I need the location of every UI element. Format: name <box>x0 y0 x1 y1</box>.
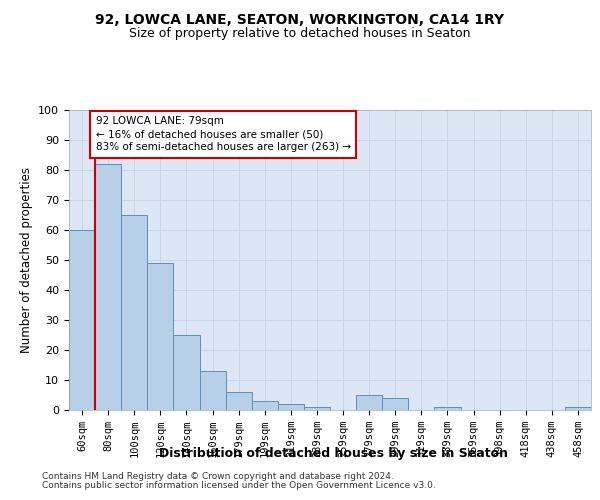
Bar <box>278 404 304 410</box>
Text: Distribution of detached houses by size in Seaton: Distribution of detached houses by size … <box>158 448 508 460</box>
Bar <box>565 407 591 410</box>
Bar <box>148 263 173 410</box>
Text: 92 LOWCA LANE: 79sqm
← 16% of detached houses are smaller (50)
83% of semi-detac: 92 LOWCA LANE: 79sqm ← 16% of detached h… <box>95 116 351 152</box>
Bar <box>304 407 330 410</box>
Bar <box>173 335 199 410</box>
Bar <box>252 401 278 410</box>
Bar <box>226 392 252 410</box>
Bar <box>69 230 95 410</box>
Bar <box>199 371 226 410</box>
Bar <box>382 398 409 410</box>
Bar <box>356 395 382 410</box>
Text: Contains HM Land Registry data © Crown copyright and database right 2024.: Contains HM Land Registry data © Crown c… <box>42 472 394 481</box>
Bar <box>95 164 121 410</box>
Bar <box>434 407 461 410</box>
Y-axis label: Number of detached properties: Number of detached properties <box>20 167 33 353</box>
Text: Contains public sector information licensed under the Open Government Licence v3: Contains public sector information licen… <box>42 481 436 490</box>
Text: 92, LOWCA LANE, SEATON, WORKINGTON, CA14 1RY: 92, LOWCA LANE, SEATON, WORKINGTON, CA14… <box>95 12 505 26</box>
Bar <box>121 215 148 410</box>
Text: Size of property relative to detached houses in Seaton: Size of property relative to detached ho… <box>129 28 471 40</box>
